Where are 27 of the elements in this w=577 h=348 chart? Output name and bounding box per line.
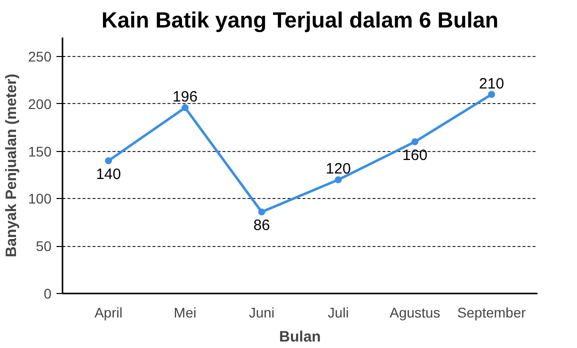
y-tick-label: 150 [28,143,52,160]
point [258,208,266,216]
x-tick-label: Mei [174,304,196,320]
y-tick-label: 50 [36,238,52,254]
data-label: 140 [96,166,121,183]
data-label: 120 [326,160,351,178]
x-tick-label: Agustus [390,304,440,320]
y-axis-title: Banyak Penjualan (meter) [3,74,20,258]
y-tick-label: 250 [28,48,52,64]
y-tick-label: 200 [28,96,52,112]
x-tick-label: April [94,304,122,320]
point [104,157,112,164]
x-axis-title: Bulan [279,328,321,346]
point [411,138,418,146]
x-tick-label: Juli [328,304,349,320]
data-label: 210 [479,75,504,92]
data-label: 86 [253,216,270,234]
data-label: 196 [172,88,198,106]
data-label: 160 [402,146,428,164]
x-tick-label: September [457,304,526,320]
point [182,104,189,112]
y-tick-label: 0 [44,286,52,302]
chart-title: Kain Batik yang Terjual dalam 6 Bulan [102,8,498,32]
point [334,176,342,184]
x-tick-label: Juni [248,304,275,320]
point [488,90,496,98]
y-tick-label: 100 [28,190,52,207]
